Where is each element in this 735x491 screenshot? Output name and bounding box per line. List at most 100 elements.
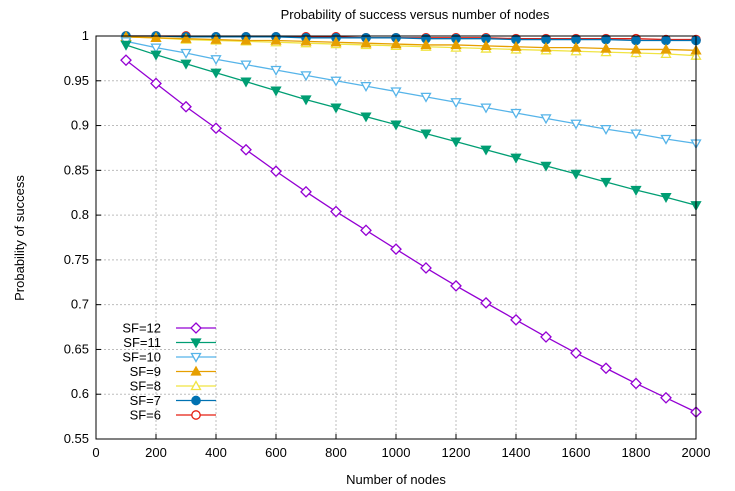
data-point [570,169,582,180]
data-point [420,39,432,50]
y-axis-title: Probability of success [12,175,27,301]
x-tick-label: 1200 [442,445,471,460]
data-point [270,86,282,97]
data-point [420,92,432,103]
data-point [210,33,222,44]
data-point [450,137,462,148]
legend-entry: SF=8 [130,379,216,394]
legend-marker [190,338,202,349]
data-point [630,129,642,140]
data-point [360,224,372,237]
series-layer [120,31,702,419]
data-point [150,31,162,42]
data-point [210,122,222,135]
series-line [125,59,697,413]
legend-marker [190,365,202,376]
data-point [150,50,162,61]
x-tick-label: 200 [145,445,167,460]
data-point [390,87,402,98]
x-tick-label: 400 [205,445,227,460]
data-point [300,185,312,198]
data-point [570,347,582,359]
x-tick-label: 1400 [502,445,531,460]
data-point [150,77,162,90]
data-point [390,243,402,256]
data-point [570,119,582,130]
data-point [150,43,162,54]
data-point [480,145,492,156]
data-point [270,165,282,178]
legend-label: SF=6 [130,408,161,423]
data-point [540,330,552,343]
plot-border [95,35,697,440]
legend-marker [191,395,201,406]
series-sf-12 [120,54,702,419]
data-point [450,279,462,292]
legend-entry: SF=7 [130,393,216,408]
data-point [330,76,342,87]
data-point [330,36,342,47]
data-point [180,59,192,70]
legend-marker [190,352,202,363]
axis-ticks: 0 200 400 600 800 1000 1200 1400 1600 1800 2000 0.5… [64,28,711,460]
data-point [660,391,672,404]
data-point [660,134,672,145]
data-point [390,120,402,131]
data-point [300,71,312,82]
data-point [240,143,252,156]
data-point [360,82,372,92]
chart-title: Probability of success versus number of … [281,7,550,22]
data-point [180,48,192,59]
data-point [300,35,312,46]
data-point [450,98,462,109]
data-point [270,34,282,45]
data-point [120,54,132,67]
legend-marker [191,410,201,420]
data-point [510,313,522,326]
legend-label: SF=11 [123,335,161,350]
data-point [420,262,432,274]
x-tick-label: 1000 [382,445,411,460]
y-tick-label: 0.9 [71,118,89,133]
data-point [540,41,552,52]
x-tick-label: 1600 [562,445,591,460]
data-point [510,153,522,164]
legend-label: SF=10 [122,350,161,365]
data-point [510,40,522,51]
data-point [510,108,522,119]
legend-label: SF=7 [130,393,161,408]
data-point [480,103,492,114]
x-axis-title: Number of nodes [346,472,446,487]
data-point [210,68,222,79]
y-tick-label: 0.55 [64,431,89,446]
data-point [180,32,192,43]
y-tick-label: 0.95 [64,73,89,88]
data-point [600,177,612,188]
x-tick-label: 0 [92,445,99,460]
data-point [570,41,582,52]
data-point [390,38,402,49]
x-tick-label: 1800 [622,445,651,460]
legend-entry: SF=12 [122,321,216,336]
data-point [601,34,611,45]
data-point [180,100,192,113]
data-point [120,40,132,51]
data-point [480,40,492,51]
data-point [360,112,372,123]
legend-entry: SF=11 [123,335,216,350]
data-point [540,114,552,125]
y-tick-label: 0.75 [64,252,89,267]
legend-marker [190,322,202,334]
legend-label: SF=8 [130,379,161,394]
grid [96,36,696,439]
series-line [126,35,696,42]
data-point [600,362,612,375]
data-point [540,161,552,172]
data-point [630,377,642,390]
data-point [240,77,252,88]
data-point [240,60,252,71]
y-tick-label: 0.6 [71,386,89,401]
data-point [660,43,672,54]
